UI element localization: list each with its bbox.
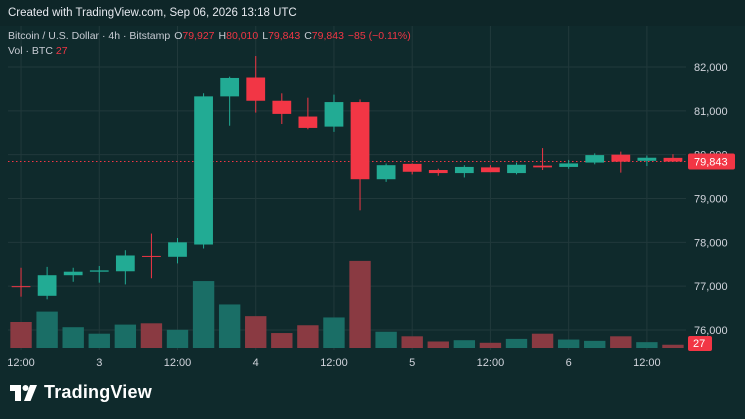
volume-bar xyxy=(427,341,449,348)
candle-body xyxy=(402,163,422,172)
candle-body xyxy=(142,255,161,257)
volume-bar xyxy=(245,316,267,348)
top-bar: Created with TradingView.com, Sep 06, 20… xyxy=(0,0,745,26)
price-tick-label: 82,000 xyxy=(694,62,728,74)
price-tick-label: 78,000 xyxy=(694,237,728,249)
candle-body xyxy=(324,102,344,127)
candle-body xyxy=(11,286,31,288)
time-tick-label: 6 xyxy=(566,357,572,369)
candle-body xyxy=(89,270,109,272)
time-tick-label: 5 xyxy=(409,357,415,369)
volume-bar xyxy=(114,324,137,348)
candle-body xyxy=(454,166,474,174)
volume-bar xyxy=(557,339,580,348)
low-value: 79,843 xyxy=(268,30,301,42)
volume-bar xyxy=(218,304,241,348)
volume-bar xyxy=(479,342,502,348)
time-tick-label: 4 xyxy=(253,357,259,369)
close-value: 79,843 xyxy=(311,30,344,42)
open-label: O xyxy=(174,30,183,42)
candle-body xyxy=(115,255,135,272)
volume-bar xyxy=(140,323,163,348)
symbol-label[interactable]: Bitcoin / U.S. Dollar · 4h · Bitstamp xyxy=(8,30,171,42)
candle-body xyxy=(611,154,631,162)
price-tick-label: 81,000 xyxy=(694,106,728,118)
candle-body xyxy=(428,170,448,174)
volume-bar xyxy=(323,317,345,348)
volume-bar xyxy=(610,336,632,348)
high-label: H xyxy=(218,30,227,42)
time-tick-label: 12:00 xyxy=(633,357,661,369)
time-tick-label: 3 xyxy=(96,357,102,369)
candle-body xyxy=(63,271,83,276)
symbol-legend: Bitcoin / U.S. Dollar · 4h · Bitstamp O79… xyxy=(8,30,415,42)
volume-bar xyxy=(636,342,658,348)
candles xyxy=(11,56,683,300)
volume-bar xyxy=(505,338,528,348)
volume-bar xyxy=(531,333,554,348)
volume-bar xyxy=(192,281,215,348)
last-price-badge xyxy=(688,153,735,170)
volume-bar xyxy=(662,344,684,348)
volume-value: 27 xyxy=(55,45,68,57)
candle-body xyxy=(350,102,370,180)
volume-bar xyxy=(349,260,371,348)
created-with-text: Created with TradingView.com, Sep 06, 20… xyxy=(8,7,297,19)
tradingview-wordmark: TradingView xyxy=(44,382,152,402)
change-value: −85 (−0.11%) xyxy=(347,30,411,42)
time-tick-label: 12:00 xyxy=(7,357,35,369)
volume-bar xyxy=(166,329,189,348)
volume-bar xyxy=(375,331,397,348)
candle-body xyxy=(585,155,605,163)
low-label: L xyxy=(262,30,269,42)
volume-bars xyxy=(10,260,684,348)
candle-body xyxy=(376,165,396,180)
candle-body xyxy=(533,165,552,168)
volume-bar xyxy=(297,325,319,348)
candle-body xyxy=(663,157,683,162)
candle-body xyxy=(637,157,657,161)
volume-bar xyxy=(36,311,58,348)
candle-body xyxy=(220,77,240,97)
price-tick-label: 76,000 xyxy=(694,325,728,337)
high-value: 80,010 xyxy=(226,30,259,42)
volume-bar xyxy=(401,336,423,348)
tradingview-brand[interactable]: TradingView xyxy=(10,382,152,403)
candle-body xyxy=(37,275,57,296)
volume-bar xyxy=(88,333,110,348)
last-volume-badge-label: 27 xyxy=(693,338,705,350)
candle-body xyxy=(246,77,266,101)
axes: 76,00077,00078,00079,00080,00081,00082,0… xyxy=(7,62,735,369)
volume-bar xyxy=(10,322,32,348)
last-volume-badge xyxy=(688,336,712,351)
open-value: 79,927 xyxy=(182,30,215,42)
volume-bar xyxy=(62,327,84,348)
volume-legend: Vol · BTC 27 xyxy=(8,45,68,57)
candle-body xyxy=(272,100,292,114)
volume-label[interactable]: Vol · BTC xyxy=(8,45,53,57)
candle-body xyxy=(559,163,579,167)
volume-bar xyxy=(271,333,293,348)
time-tick-label: 12:00 xyxy=(320,357,348,369)
volume-bar xyxy=(453,340,476,348)
price-tick-label: 79,000 xyxy=(694,194,728,206)
last-price-badge-label: 79,843 xyxy=(694,157,728,169)
tradingview-logo-icon xyxy=(10,384,37,401)
time-tick-label: 12:00 xyxy=(164,357,192,369)
candle-body xyxy=(481,167,500,173)
time-tick-label: 12:00 xyxy=(477,357,505,369)
candle-body xyxy=(168,242,187,257)
grid-lines xyxy=(8,26,686,350)
price-tick-label: 77,000 xyxy=(694,281,728,293)
volume-bar xyxy=(584,340,606,348)
candle-body xyxy=(194,96,213,245)
close-label: C xyxy=(304,30,312,42)
candle-body xyxy=(507,164,526,174)
candle-body xyxy=(298,116,318,128)
